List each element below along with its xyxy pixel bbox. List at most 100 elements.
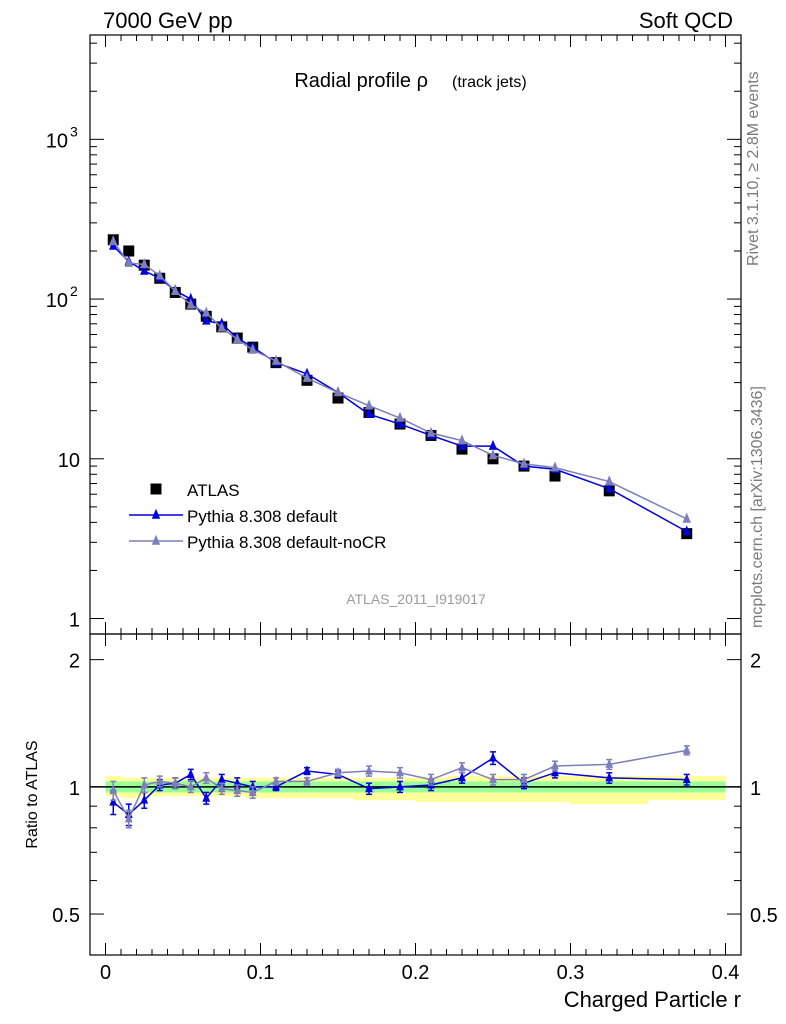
ratio-y-tick-label: 2 <box>750 651 761 673</box>
ratio-y-axis-label: Ratio to ATLAS <box>24 740 41 848</box>
data-point-pythia-8-308-default-nocr <box>171 284 180 295</box>
ratio-point-pythia-8-308-default-nocr <box>489 773 497 784</box>
header-right: Soft QCD <box>638 8 733 33</box>
data-point-pythia-8-308-default-nocr <box>550 461 560 472</box>
x-tick-label: 0.3 <box>557 962 585 984</box>
ratio-line-pythia-8-308-default-nocr <box>112 749 687 821</box>
ratio-point-pythia-8-308-default-nocr <box>682 744 691 754</box>
data-point-pythia-8-308-default <box>682 525 691 536</box>
ratio-point-pythia-8-308-default-nocr <box>171 777 180 787</box>
ratio-point-pythia-8-308-default-nocr <box>605 758 614 768</box>
data-point-pythia-8-308-default-nocr <box>395 411 405 422</box>
y-tick-label-exponent: 3 <box>70 123 78 139</box>
ratio-point-pythia-8-308-default <box>202 792 211 802</box>
ratio-point-pythia-8-308-default-nocr <box>365 765 373 775</box>
data-point-pythia-8-308-default-nocr <box>140 258 149 269</box>
data-point-atlas <box>123 245 135 257</box>
ratio-point-pythia-8-308-default-nocr <box>458 761 466 772</box>
ratio-point-pythia-8-308-default <box>365 782 373 793</box>
y-tick-label: 1 <box>69 610 80 632</box>
ratio-point-pythia-8-308-default-nocr <box>155 775 164 785</box>
data-point-pythia-8-308-default-nocr <box>202 306 211 317</box>
data-point-pythia-8-308-default <box>364 407 374 419</box>
ratio-point-pythia-8-308-default <box>109 796 118 806</box>
ratio-point-pythia-8-308-default-nocr <box>334 766 342 777</box>
ratio-point-pythia-8-308-default <box>303 765 311 775</box>
y-tick-label: 10 <box>46 290 68 312</box>
y-tick-label: 10 <box>58 450 80 472</box>
ratio-point-pythia-8-308-default-nocr <box>520 773 528 784</box>
ratio-y-tick-label: 1 <box>69 778 80 800</box>
ratio-point-pythia-8-308-default-nocr <box>303 775 311 785</box>
x-tick-label: 0 <box>100 962 111 984</box>
ratio-y-tick-label: 0.5 <box>52 905 80 927</box>
ratio-point-pythia-8-308-default <box>458 772 466 782</box>
analysis-watermark: ATLAS_2011_I919017 <box>346 591 486 607</box>
data-point-pythia-8-308-default-nocr <box>488 449 498 460</box>
data-point-pythia-8-308-default-nocr <box>302 371 312 382</box>
ratio-point-pythia-8-308-default-nocr <box>140 779 149 789</box>
legend-marker-pythia-8-308-default-nocr <box>151 534 161 545</box>
ratio-point-pythia-8-308-default <box>248 780 257 791</box>
data-point-pythia-8-308-default-nocr <box>233 332 242 344</box>
data-point-pythia-8-308-default-nocr <box>155 269 164 280</box>
data-point-atlas <box>549 470 561 482</box>
ratio-y-tick-label: 0.5 <box>750 905 778 927</box>
legend-marker-atlas <box>150 483 162 495</box>
x-tick-label: 0.1 <box>247 962 275 984</box>
data-point-pythia-8-308-default <box>457 439 467 450</box>
data-point-pythia-8-308-default-nocr <box>271 354 281 365</box>
ratio-point-pythia-8-308-default-nocr <box>248 786 257 796</box>
ratio-point-pythia-8-308-default-nocr <box>202 772 211 782</box>
ratio-point-pythia-8-308-default-nocr <box>551 760 559 770</box>
chart-title-suffix: (track jets) <box>452 74 527 91</box>
legend-label-pythia-8-308-default-nocr: Pythia 8.308 default-noCR <box>187 533 386 552</box>
legend-label-atlas: ATLAS <box>187 481 240 500</box>
data-point-pythia-8-308-default <box>395 417 405 428</box>
ratio-line-pythia-8-308-default <box>112 757 687 816</box>
ratio-y-tick-label: 1 <box>750 778 761 800</box>
ratio-point-pythia-8-308-default-nocr <box>396 766 404 777</box>
ratio-point-pythia-8-308-default-nocr <box>427 773 435 784</box>
ratio-point-pythia-8-308-default-nocr <box>186 780 195 791</box>
data-point-pythia-8-308-default-nocr <box>109 234 118 246</box>
ratio-point-pythia-8-308-default-nocr <box>233 784 242 795</box>
ratio-point-pythia-8-308-default-nocr <box>217 782 226 793</box>
y-tick-label: 10 <box>46 130 68 152</box>
data-point-pythia-8-308-default <box>140 264 149 275</box>
ratio-point-pythia-8-308-default <box>186 768 195 778</box>
data-point-pythia-8-308-default <box>488 439 498 450</box>
data-point-pythia-8-308-default-nocr <box>682 512 691 523</box>
data-point-pythia-8-308-default-nocr <box>124 256 133 267</box>
series-line-pythia-8-308-default-nocr <box>112 240 688 520</box>
ratio-point-pythia-8-308-default <box>396 780 404 791</box>
data-point-pythia-8-308-default-nocr <box>186 298 195 309</box>
legend-marker-pythia-8-308-default <box>151 508 161 519</box>
data-point-pythia-8-308-default-nocr <box>426 426 436 437</box>
ratio-y-tick-label: 2 <box>69 651 80 673</box>
y-tick-label-exponent: 2 <box>70 283 78 299</box>
legend-label-pythia-8-308-default: Pythia 8.308 default <box>187 507 338 526</box>
x-axis-label: Charged Particle r <box>564 987 741 1012</box>
data-point-pythia-8-308-default-nocr <box>519 457 529 468</box>
data-point-pythia-8-308-default <box>605 482 614 493</box>
data-point-pythia-8-308-default <box>202 314 211 325</box>
data-point-atlas <box>332 392 344 404</box>
ratio-point-pythia-8-308-default <box>217 773 226 784</box>
chart-title: Radial profile ρ <box>294 70 428 92</box>
data-point-pythia-8-308-default-nocr <box>364 399 374 410</box>
ratio-point-pythia-8-308-default-nocr <box>124 812 133 823</box>
data-point-pythia-8-308-default-nocr <box>605 475 614 486</box>
ratio-point-pythia-8-308-default <box>605 772 614 782</box>
data-point-pythia-8-308-default-nocr <box>333 386 343 397</box>
ratio-point-pythia-8-308-default <box>682 773 691 784</box>
data-point-pythia-8-308-default-nocr <box>217 321 226 332</box>
ratio-point-pythia-8-308-default <box>489 752 497 762</box>
data-point-pythia-8-308-default-nocr <box>248 343 257 354</box>
x-tick-label: 0.2 <box>402 962 430 984</box>
data-point-pythia-8-308-default-nocr <box>457 434 467 445</box>
ratio-point-pythia-8-308-default-nocr <box>109 784 118 795</box>
ratio-point-pythia-8-308-default-nocr <box>272 775 280 785</box>
header-left: 7000 GeV pp <box>103 8 233 33</box>
